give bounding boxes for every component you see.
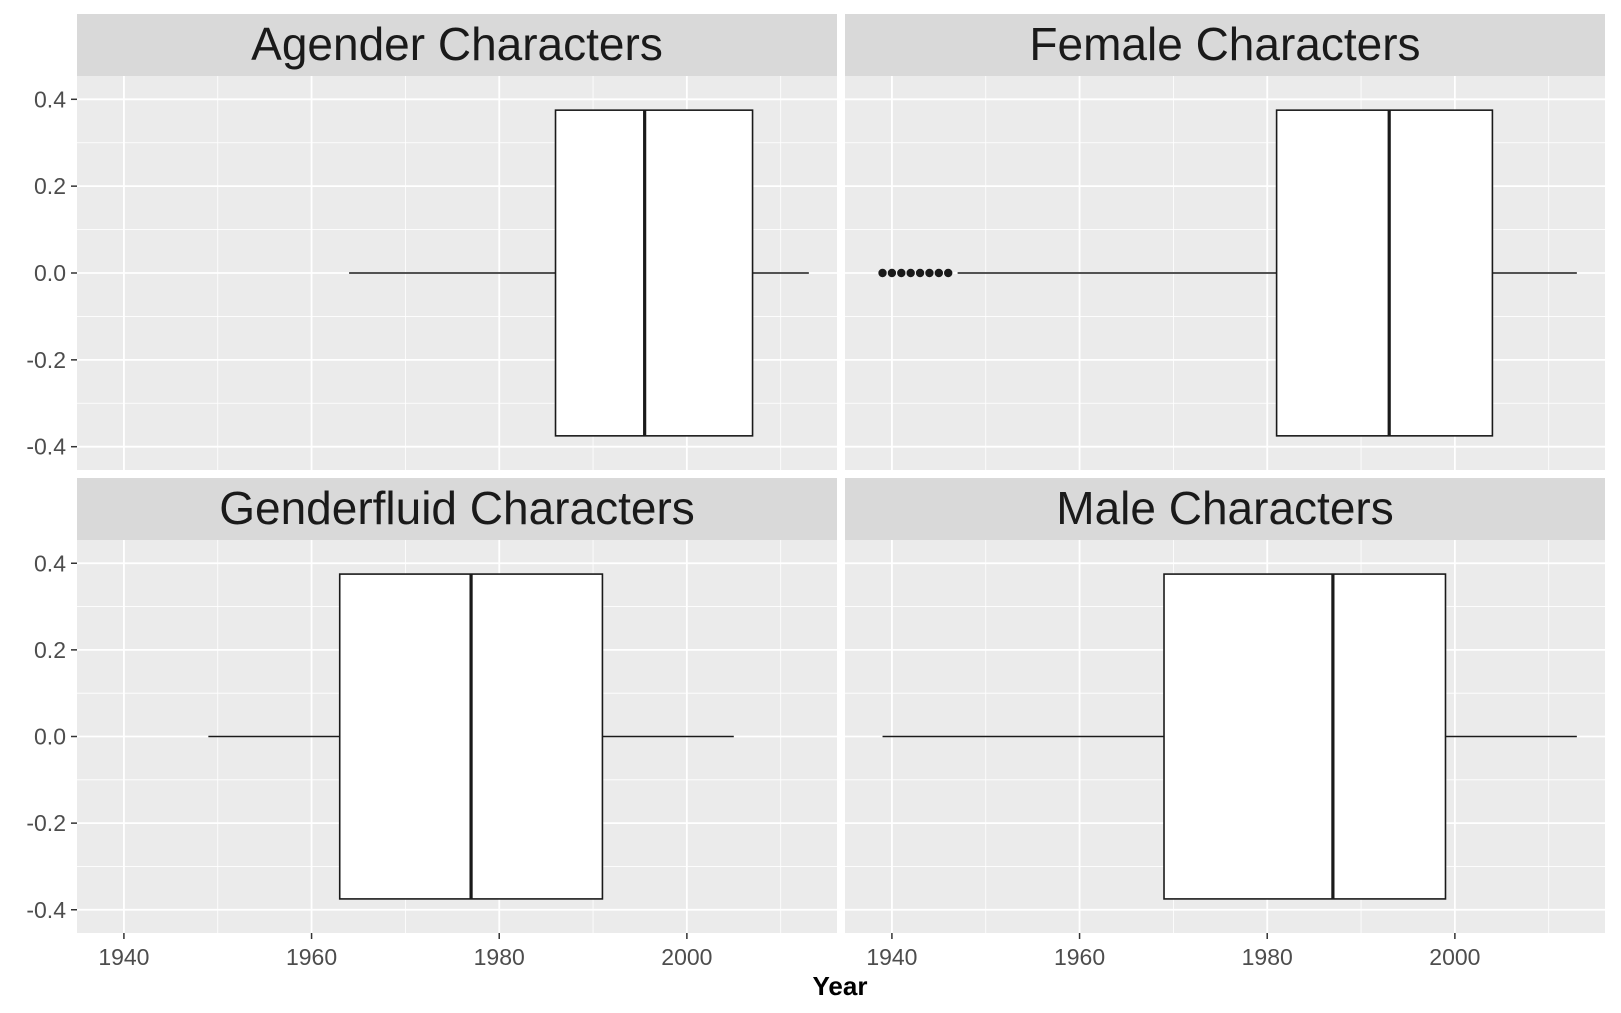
outlier-point — [925, 268, 934, 278]
outlier-point — [915, 268, 925, 278]
y-tick-label: -0.4 — [26, 434, 66, 460]
outlier-point — [944, 268, 953, 278]
facet-panel: Genderfluid Characters 0.4 0.2 0.0 -0.2 -0.4 1… — [26, 478, 837, 970]
facet-panel: Male Characters 1940 1960 1980 2000 — [845, 478, 1605, 970]
x-tick-label: 2000 — [661, 944, 712, 970]
y-tick-label: -0.2 — [26, 810, 66, 836]
x-tick-label: 1940 — [866, 944, 917, 970]
y-tick-label: 0.0 — [34, 724, 66, 750]
x-axis-title: Year — [813, 971, 868, 1001]
x-tick-label: 1960 — [286, 944, 337, 970]
outlier-point — [897, 268, 906, 278]
iqr-box — [1275, 109, 1494, 437]
x-tick-label: 1940 — [98, 944, 149, 970]
outlier-point — [887, 268, 897, 278]
x-tick-label: 1980 — [1242, 944, 1293, 970]
outlier-point — [906, 268, 915, 278]
facet-strip — [77, 478, 837, 540]
iqr-box — [554, 109, 754, 437]
facet-strip — [845, 14, 1605, 76]
y-tick-label: 0.0 — [34, 260, 66, 286]
y-tick-label: 0.4 — [34, 86, 66, 112]
facet-strip — [77, 14, 837, 76]
facet-title: Male Characters — [1056, 482, 1393, 534]
x-tick-label: 1960 — [1054, 944, 1105, 970]
facet-panel: Female Characters — [845, 14, 1605, 470]
y-tick-label: 0.2 — [34, 637, 66, 663]
y-tick-label: -0.2 — [26, 347, 66, 373]
facet-title: Genderfluid Characters — [219, 482, 695, 534]
x-tick-label: 1980 — [474, 944, 525, 970]
outlier-point — [878, 268, 887, 278]
outlier-point — [934, 268, 944, 278]
facet-title: Agender Characters — [251, 18, 663, 70]
y-tick-label: 0.4 — [34, 550, 66, 576]
facet-title: Female Characters — [1029, 18, 1420, 70]
y-tick-label: -0.4 — [26, 897, 66, 923]
x-tick-label: 2000 — [1429, 944, 1480, 970]
facet-strip — [845, 478, 1605, 540]
facet-panel: Agender Characters 0.4 0.2 0.0 -0.2 -0.4 — [26, 14, 837, 470]
iqr-box — [1163, 573, 1447, 900]
y-tick-label: 0.2 — [34, 173, 66, 199]
